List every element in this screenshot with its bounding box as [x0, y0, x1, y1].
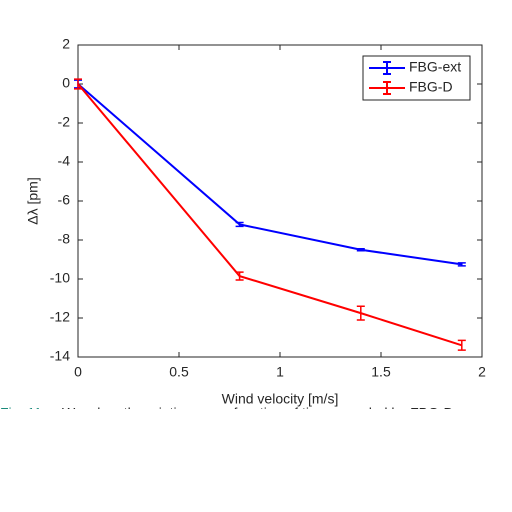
error-bar: [457, 262, 466, 267]
x-axis-label: Wind velocity [m/s]: [222, 391, 339, 407]
legend-swatch: [369, 61, 405, 75]
caption: Fig. 11 Wavelength variations as a funct…: [0, 405, 454, 421]
y-tick-label: -14: [50, 348, 70, 364]
legend-label: FBG-D: [409, 79, 453, 95]
y-tick-label: 2: [62, 36, 70, 52]
caption-text: Wavelength variations as a function of t…: [62, 405, 454, 421]
caption-label: Fig. 11: [0, 405, 42, 421]
y-tick-label: -6: [58, 192, 71, 208]
x-tick-label: 2: [478, 364, 486, 380]
error-bar: [235, 271, 244, 281]
error-bar: [235, 221, 244, 228]
legend-box: [362, 55, 471, 101]
error-bar: [457, 339, 466, 351]
y-tick-label: -10: [50, 270, 70, 286]
y-tick-label: 0: [62, 75, 70, 91]
legend-swatch: [369, 81, 405, 95]
series-line: [77, 83, 463, 347]
x-tick-label: 0.5: [169, 364, 189, 380]
y-axis-label: Δλ [pm]: [25, 177, 41, 224]
y-tick-label: -4: [58, 153, 71, 169]
error-bar: [356, 248, 365, 252]
x-tick-label: 1: [276, 364, 284, 380]
x-tick-label: 1.5: [371, 364, 391, 380]
y-tick-label: -8: [58, 231, 71, 247]
series-line: [77, 83, 462, 266]
x-tick-label: 0: [74, 364, 82, 380]
y-tick-label: -2: [58, 114, 71, 130]
error-bar: [74, 78, 82, 90]
legend-label: FBG-ext: [409, 59, 461, 75]
y-tick-label: -12: [50, 309, 70, 325]
error-bar: [356, 305, 365, 321]
